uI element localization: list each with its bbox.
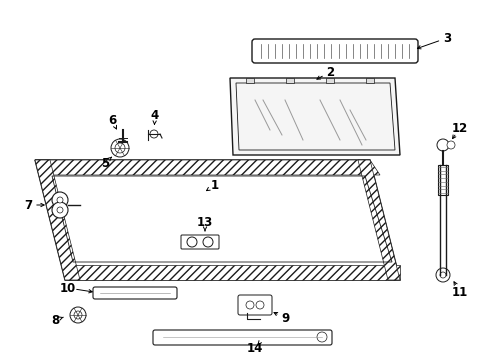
FancyBboxPatch shape [153, 330, 331, 345]
Circle shape [57, 207, 63, 213]
Text: 11: 11 [451, 285, 467, 298]
Circle shape [446, 141, 454, 149]
Polygon shape [65, 265, 399, 280]
Text: 2: 2 [325, 66, 333, 78]
Bar [437, 165, 447, 195]
Bar [365, 78, 373, 83]
Circle shape [186, 237, 197, 247]
Circle shape [74, 311, 82, 319]
Text: 7: 7 [24, 198, 32, 212]
Text: 9: 9 [280, 311, 288, 324]
Text: 6: 6 [108, 113, 116, 126]
Circle shape [52, 192, 68, 208]
Text: 5: 5 [101, 157, 109, 170]
Polygon shape [35, 160, 379, 175]
Text: 8: 8 [51, 314, 59, 327]
FancyBboxPatch shape [251, 39, 417, 63]
Circle shape [115, 143, 125, 153]
Text: 14: 14 [246, 342, 263, 355]
Circle shape [57, 197, 63, 203]
Circle shape [316, 332, 326, 342]
Text: 3: 3 [442, 32, 450, 45]
FancyBboxPatch shape [93, 287, 177, 299]
Text: 10: 10 [60, 282, 76, 294]
Circle shape [111, 139, 129, 157]
Bar [325, 78, 333, 83]
FancyBboxPatch shape [181, 235, 219, 249]
Text: 4: 4 [151, 108, 159, 122]
Circle shape [256, 301, 264, 309]
Bar [285, 78, 293, 83]
Polygon shape [357, 160, 399, 280]
Circle shape [435, 268, 449, 282]
Polygon shape [35, 160, 399, 280]
FancyBboxPatch shape [238, 295, 271, 315]
Circle shape [52, 202, 68, 218]
Text: 1: 1 [210, 179, 219, 192]
Polygon shape [229, 78, 399, 155]
Circle shape [203, 237, 213, 247]
Circle shape [245, 301, 253, 309]
Circle shape [150, 130, 158, 138]
Text: 12: 12 [451, 122, 467, 135]
Text: 13: 13 [197, 216, 213, 229]
Circle shape [436, 139, 448, 151]
Circle shape [439, 272, 445, 278]
Circle shape [70, 307, 86, 323]
Bar [245, 78, 253, 83]
Polygon shape [35, 160, 80, 280]
